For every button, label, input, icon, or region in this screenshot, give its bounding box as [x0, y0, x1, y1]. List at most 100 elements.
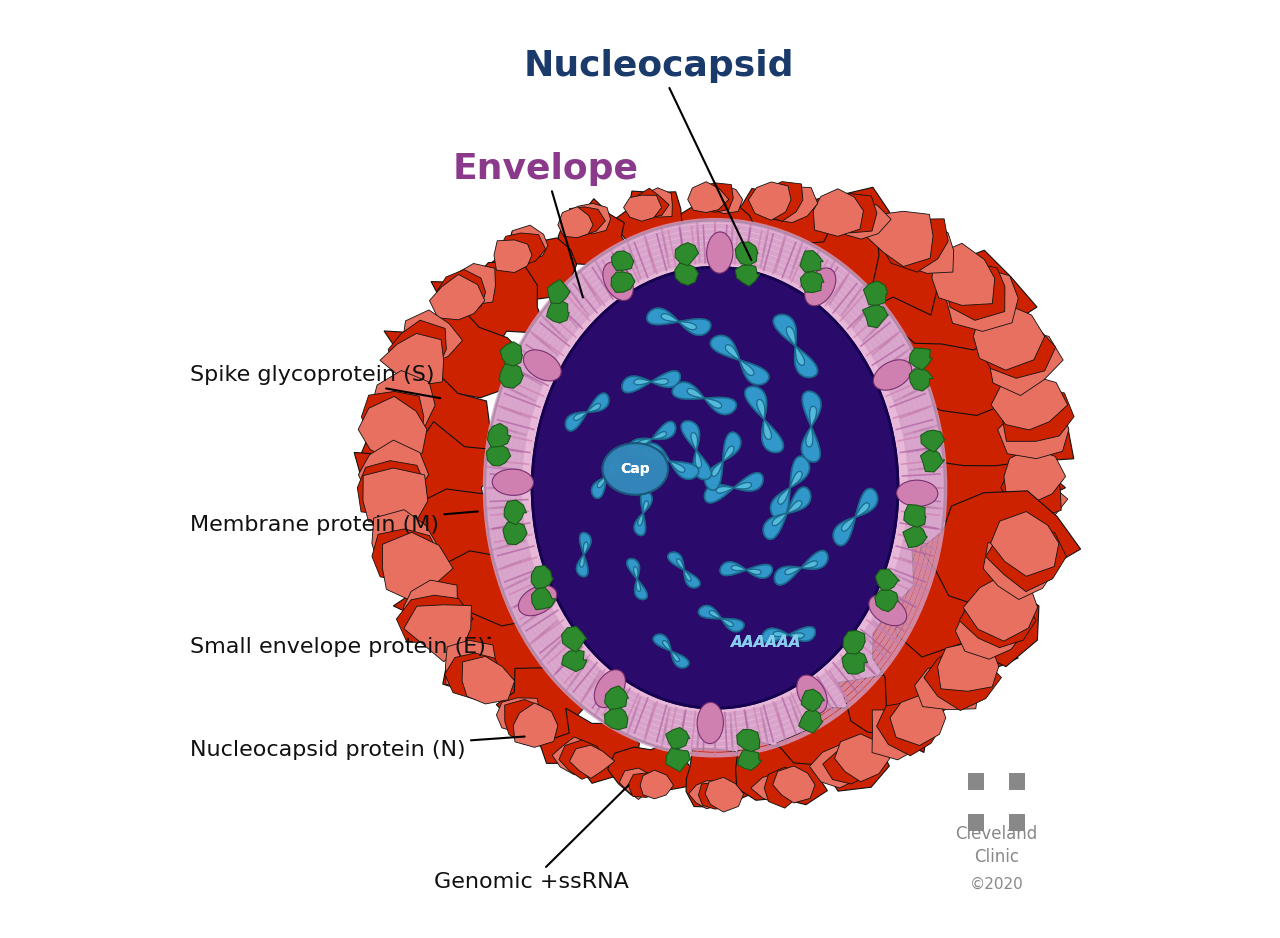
Polygon shape — [812, 211, 964, 317]
Polygon shape — [786, 326, 805, 365]
Polygon shape — [842, 503, 869, 531]
Polygon shape — [611, 272, 635, 293]
Ellipse shape — [493, 469, 534, 495]
Polygon shape — [403, 310, 462, 364]
Polygon shape — [570, 745, 614, 779]
Polygon shape — [959, 592, 1036, 647]
Text: Spike glycoprotein (S): Spike glycoprotein (S) — [189, 365, 440, 398]
Polygon shape — [763, 487, 810, 539]
Polygon shape — [497, 668, 588, 748]
Polygon shape — [443, 611, 567, 706]
Ellipse shape — [797, 675, 827, 714]
Polygon shape — [666, 728, 690, 749]
Polygon shape — [809, 745, 865, 788]
Polygon shape — [827, 193, 877, 233]
Polygon shape — [393, 551, 554, 662]
Polygon shape — [873, 605, 1019, 714]
Polygon shape — [637, 431, 667, 446]
Polygon shape — [691, 432, 701, 468]
FancyBboxPatch shape — [1009, 773, 1025, 790]
Polygon shape — [864, 280, 888, 305]
Polygon shape — [637, 501, 649, 525]
Polygon shape — [672, 382, 736, 415]
Polygon shape — [986, 527, 1066, 592]
Polygon shape — [924, 644, 1001, 710]
Polygon shape — [712, 446, 733, 477]
Polygon shape — [838, 665, 951, 752]
Polygon shape — [773, 631, 804, 638]
Polygon shape — [901, 309, 1052, 416]
Polygon shape — [364, 468, 428, 526]
Polygon shape — [801, 391, 820, 461]
Polygon shape — [920, 491, 1080, 608]
Polygon shape — [710, 336, 769, 385]
Polygon shape — [916, 368, 1074, 466]
Polygon shape — [755, 182, 803, 221]
Polygon shape — [946, 268, 1018, 331]
Polygon shape — [634, 567, 640, 591]
Text: Envelope: Envelope — [452, 152, 639, 297]
Polygon shape — [504, 700, 547, 745]
Polygon shape — [604, 706, 628, 730]
Polygon shape — [634, 491, 652, 536]
Polygon shape — [710, 336, 769, 385]
Polygon shape — [705, 432, 741, 491]
Polygon shape — [640, 188, 672, 217]
Polygon shape — [686, 749, 760, 808]
Polygon shape — [973, 304, 1044, 371]
Ellipse shape — [524, 350, 561, 381]
Polygon shape — [705, 432, 741, 491]
Ellipse shape — [805, 268, 836, 306]
Polygon shape — [489, 232, 576, 301]
Polygon shape — [591, 455, 622, 498]
Polygon shape — [681, 421, 712, 479]
Polygon shape — [358, 397, 428, 461]
Polygon shape — [445, 641, 497, 689]
Polygon shape — [388, 320, 447, 374]
Polygon shape — [431, 262, 548, 359]
Polygon shape — [932, 243, 995, 306]
Polygon shape — [403, 605, 471, 662]
Polygon shape — [486, 445, 511, 466]
Polygon shape — [731, 566, 762, 574]
Polygon shape — [672, 382, 736, 415]
Polygon shape — [991, 511, 1059, 576]
Polygon shape — [654, 450, 685, 472]
Polygon shape — [628, 421, 676, 456]
Polygon shape — [874, 589, 899, 612]
Polygon shape — [360, 371, 502, 476]
Polygon shape — [576, 533, 591, 577]
Polygon shape — [598, 465, 616, 488]
Polygon shape — [558, 199, 631, 267]
Polygon shape — [828, 199, 891, 239]
Polygon shape — [1004, 447, 1066, 504]
Ellipse shape — [594, 670, 626, 707]
Polygon shape — [548, 280, 570, 304]
Polygon shape — [773, 314, 818, 377]
Polygon shape — [509, 225, 548, 261]
Polygon shape — [799, 708, 823, 733]
Polygon shape — [488, 423, 511, 447]
Polygon shape — [756, 400, 772, 439]
Polygon shape — [513, 703, 558, 748]
Polygon shape — [773, 766, 815, 803]
Polygon shape — [699, 783, 735, 809]
Polygon shape — [357, 461, 426, 515]
Polygon shape — [641, 444, 699, 479]
Polygon shape — [562, 650, 588, 672]
Polygon shape — [604, 686, 628, 710]
Polygon shape — [995, 470, 1068, 523]
Polygon shape — [844, 630, 865, 654]
Polygon shape — [773, 631, 804, 638]
Polygon shape — [436, 269, 485, 315]
Polygon shape — [876, 569, 900, 590]
Polygon shape — [771, 456, 809, 520]
Polygon shape — [800, 272, 824, 293]
Polygon shape — [842, 503, 869, 531]
Polygon shape — [559, 740, 604, 779]
Polygon shape — [773, 314, 818, 377]
Polygon shape — [663, 641, 680, 661]
Polygon shape — [654, 450, 685, 472]
Polygon shape — [627, 559, 648, 599]
Polygon shape — [632, 189, 669, 218]
